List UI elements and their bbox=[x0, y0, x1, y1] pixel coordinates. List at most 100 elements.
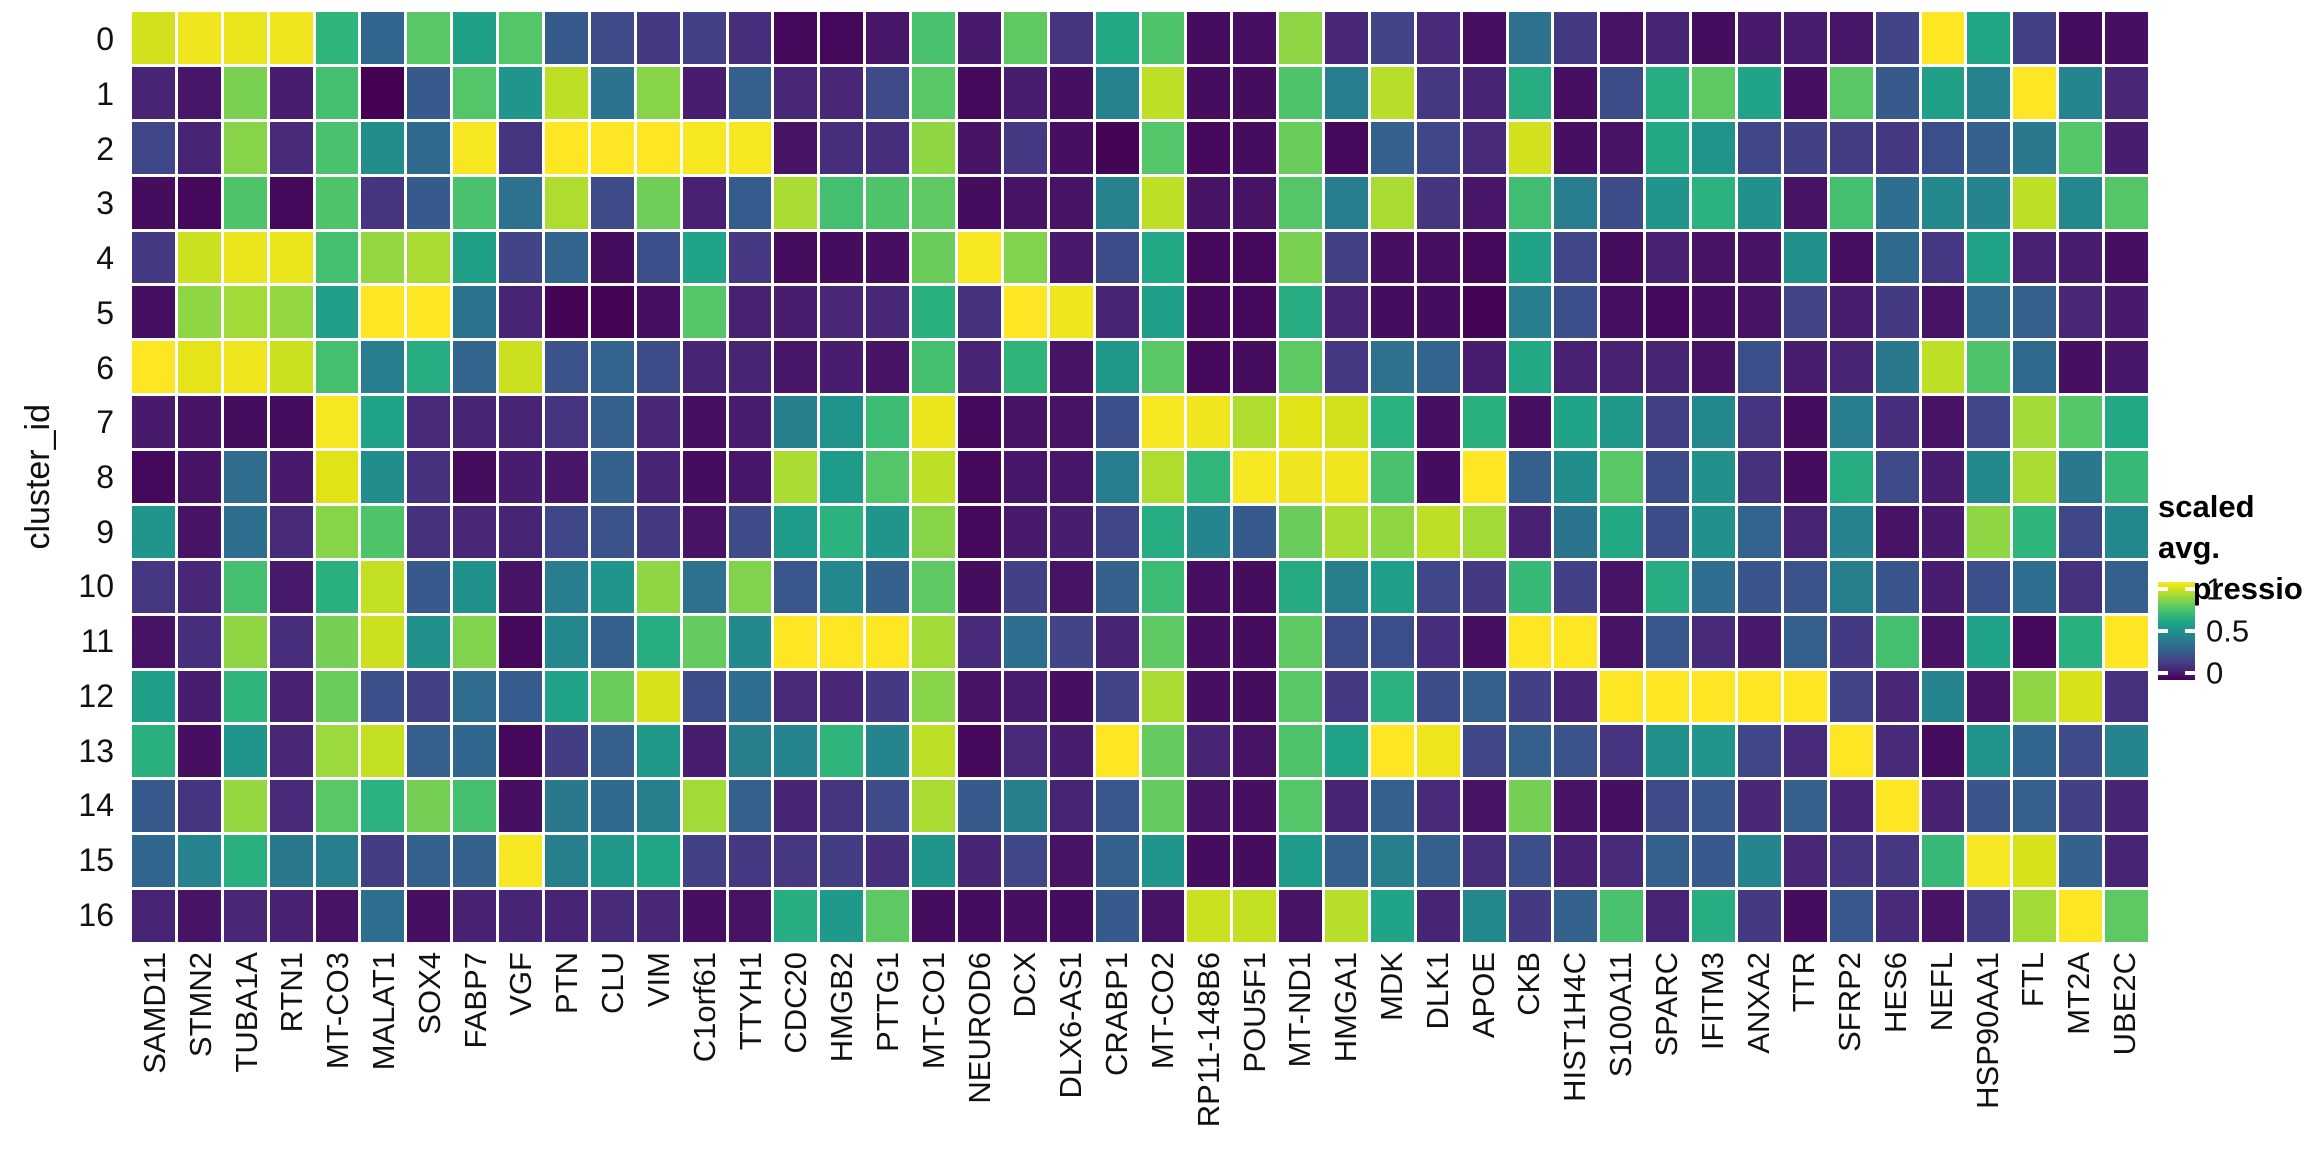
x-axis-label-text: CLU bbox=[595, 952, 631, 1015]
heatmap-cell bbox=[1049, 670, 1093, 723]
heatmap-cell bbox=[177, 286, 221, 339]
heatmap-cell bbox=[1462, 66, 1506, 119]
heatmap-cell bbox=[177, 176, 221, 229]
heatmap-cell bbox=[407, 615, 451, 668]
heatmap-cell bbox=[361, 780, 405, 833]
heatmap-cell bbox=[774, 231, 818, 284]
heatmap-cell bbox=[1370, 231, 1414, 284]
heatmap-cell bbox=[957, 451, 1001, 503]
heatmap-cell bbox=[1279, 231, 1323, 284]
heatmap-cell bbox=[1508, 560, 1552, 613]
heatmap-cell bbox=[728, 66, 772, 119]
heatmap-cell bbox=[2105, 231, 2148, 284]
heatmap-cell bbox=[682, 396, 726, 449]
heatmap-cell bbox=[499, 12, 542, 64]
heatmap-cell bbox=[1738, 341, 1781, 394]
heatmap-cell bbox=[1416, 560, 1460, 613]
heatmap-cell bbox=[1829, 615, 1873, 668]
heatmap-cell bbox=[315, 670, 359, 723]
heatmap-cell bbox=[912, 231, 955, 284]
legend-tick bbox=[2158, 586, 2168, 591]
heatmap-cell bbox=[544, 615, 588, 668]
heatmap-cell bbox=[1325, 176, 1368, 229]
x-axis-label-text: MALAT1 bbox=[366, 952, 401, 1071]
x-axis-label: DLK1 bbox=[1420, 952, 1456, 1035]
heatmap-cell bbox=[636, 505, 680, 558]
heatmap-cell bbox=[2013, 176, 2057, 229]
heatmap-cell bbox=[223, 835, 267, 888]
heatmap-cell bbox=[1049, 396, 1093, 449]
heatmap-cell bbox=[2105, 780, 2148, 833]
heatmap-cell bbox=[820, 725, 864, 778]
x-axis-label-text: HES6 bbox=[1878, 952, 1913, 1033]
heatmap-cell bbox=[1875, 890, 1919, 942]
heatmap-cell bbox=[361, 231, 405, 284]
heatmap-cell bbox=[1416, 231, 1460, 284]
heatmap-cell bbox=[636, 670, 680, 723]
heatmap-cell bbox=[1462, 286, 1506, 339]
x-axis-label: MT-ND1 bbox=[1282, 952, 1318, 1072]
heatmap-cell bbox=[774, 341, 818, 394]
y-axis-label: 6 bbox=[96, 349, 114, 386]
heatmap-cell bbox=[1829, 725, 1873, 778]
heatmap-cell bbox=[269, 505, 313, 558]
heatmap-cell bbox=[1738, 670, 1781, 723]
heatmap-cell bbox=[499, 176, 542, 229]
heatmap-cell bbox=[1921, 725, 1965, 778]
heatmap-cell bbox=[1738, 121, 1781, 174]
heatmap-cell bbox=[1279, 286, 1323, 339]
heatmap-cell bbox=[132, 835, 175, 888]
heatmap-cell bbox=[1003, 835, 1047, 888]
heatmap-cell bbox=[1508, 341, 1552, 394]
heatmap-cell bbox=[269, 890, 313, 942]
heatmap-cell bbox=[1462, 615, 1506, 668]
x-axis-label: C1orf61 bbox=[687, 952, 723, 1067]
heatmap-cell bbox=[1967, 121, 2011, 174]
heatmap-cell bbox=[1508, 66, 1552, 119]
y-axis-label: 3 bbox=[96, 185, 114, 222]
heatmap-cell bbox=[1187, 121, 1231, 174]
x-axis-label-text: SPARC bbox=[1648, 952, 1684, 1057]
heatmap-cell bbox=[177, 451, 221, 503]
heatmap-cell bbox=[1921, 341, 1965, 394]
heatmap-cell bbox=[866, 66, 910, 119]
heatmap-cell bbox=[1416, 121, 1460, 174]
x-axis-label: STMN2 bbox=[183, 952, 219, 1062]
heatmap-cell bbox=[1049, 121, 1093, 174]
heatmap-cell bbox=[1646, 505, 1690, 558]
heatmap-cell bbox=[1095, 615, 1139, 668]
heatmap-cell bbox=[361, 835, 405, 888]
x-axis-labels: SAMD11 STMN2 TUBA1A RTN1 MT-CO3 MALAT1 SOX4 FAB… bbox=[132, 952, 2148, 1147]
heatmap-cell bbox=[957, 121, 1001, 174]
heatmap-cell bbox=[1003, 12, 1047, 64]
heatmap-cell bbox=[132, 725, 175, 778]
heatmap-cell bbox=[1554, 176, 1598, 229]
heatmap-cell bbox=[1783, 725, 1827, 778]
x-axis-label-text: MT-CO2 bbox=[1144, 952, 1180, 1070]
heatmap-cell bbox=[1921, 286, 1965, 339]
heatmap-cell bbox=[1462, 451, 1506, 503]
heatmap-cell bbox=[1462, 560, 1506, 613]
x-axis-label: MALAT1 bbox=[366, 952, 402, 1075]
heatmap-cell bbox=[223, 780, 267, 833]
x-axis-label: RTN1 bbox=[274, 952, 310, 1037]
heatmap-cell bbox=[728, 231, 772, 284]
heatmap-cell bbox=[866, 341, 910, 394]
heatmap-cell bbox=[1554, 286, 1598, 339]
heatmap-cell bbox=[1325, 615, 1368, 668]
heatmap-cell bbox=[866, 560, 910, 613]
heatmap-cell bbox=[1692, 286, 1736, 339]
heatmap-cell bbox=[774, 66, 818, 119]
heatmap-cell bbox=[1692, 12, 1736, 64]
heatmap-cell bbox=[1095, 396, 1139, 449]
heatmap-cell bbox=[269, 615, 313, 668]
heatmap-cell bbox=[957, 615, 1001, 668]
heatmap-cell bbox=[820, 66, 864, 119]
heatmap-cell bbox=[1279, 66, 1323, 119]
heatmap-cell bbox=[1049, 341, 1093, 394]
heatmap-cell bbox=[407, 505, 451, 558]
heatmap-cell bbox=[544, 341, 588, 394]
heatmap-cell bbox=[1921, 670, 1965, 723]
legend-tick bbox=[2185, 586, 2195, 591]
heatmap-cell bbox=[407, 12, 451, 64]
